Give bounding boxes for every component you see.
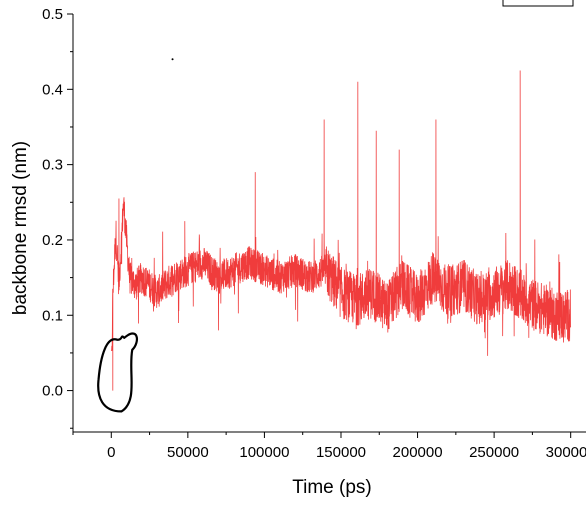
x-tick-label: 100000 [239,444,289,461]
y-tick-label: 0.5 [42,6,63,23]
x-tick-label: 200000 [393,444,443,461]
x-tick-label: 150000 [316,444,366,461]
hand-drawn-loop-annotation [97,332,139,413]
y-tick-label: 0.3 [42,157,63,174]
y-tick-label: 0.1 [42,307,63,324]
x-tick-label: 0 [107,444,115,461]
x-axis-title: Time (ps) [292,477,372,498]
y-ticks: 0.0 0.1 0.2 0.3 0.4 0.5 [42,6,73,429]
y-tick-label: 0.2 [42,232,63,249]
y-axis-title: backbone rmsd (nm) [10,141,31,315]
x-tick-label: 250000 [469,444,519,461]
y-tick-label: 0.0 [42,383,63,400]
data-layer [110,58,572,391]
x-tick-label: 50000 [167,444,209,461]
y-tick-label: 0.4 [42,81,63,98]
legend-box [502,0,574,7]
series-line [110,70,572,391]
stray-dot [171,58,174,61]
